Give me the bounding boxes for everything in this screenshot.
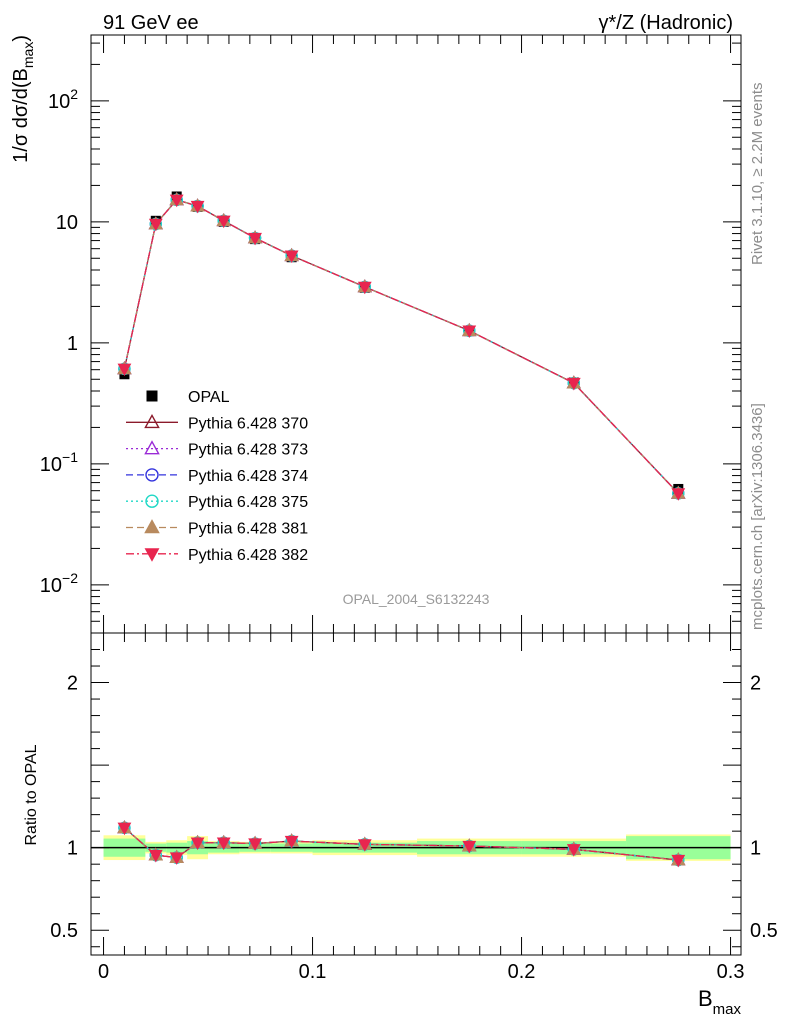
legend-marker-6 <box>144 548 160 562</box>
data-point-series-6 <box>190 200 205 214</box>
legend-marker-5 <box>144 519 160 534</box>
rivet-label: Rivet 3.1.10, ≥ 2.2M events <box>749 83 766 266</box>
data-point-series-6 <box>216 215 231 229</box>
ratio-point-series-6 <box>357 839 372 852</box>
ratio-point-series-6 <box>462 840 477 854</box>
legend-label-1: Pythia 6.428 370 <box>188 415 308 432</box>
legend-marker-3 <box>145 468 159 482</box>
ratio-y-axis-label: Ratio to OPAL <box>23 744 40 845</box>
legend-marker-0 <box>146 390 158 402</box>
data-point-series-6 <box>284 250 299 264</box>
ratio-point-series-6 <box>117 822 132 836</box>
legend-label-5: Pythia 6.428 381 <box>188 521 308 538</box>
main-y-tick-label: 102 <box>48 86 78 113</box>
ratio-point-series-6 <box>566 844 581 857</box>
ratio-y-tick-label: 0.5 <box>50 920 78 942</box>
legend-label-4: Pythia 6.428 375 <box>188 494 308 511</box>
legend: OPAL Pythia 6.428 370 Pythia 6.428 373 Pyth… <box>126 389 308 564</box>
main-y-tick-label: 1 <box>67 333 78 355</box>
plot-frames <box>90 34 742 956</box>
x-tick-label: 0.2 <box>508 961 536 983</box>
x-tick-label: 0.1 <box>299 961 327 983</box>
data-point-series-6 <box>248 232 262 246</box>
ratio-point-series-6 <box>248 838 262 851</box>
data-point-series-6 <box>671 488 686 501</box>
mcplots-label: mcplots.cern.ch [arXiv:1306.3436] <box>749 403 766 630</box>
legend-marker-4 <box>145 494 159 508</box>
ratio-point-series-6 <box>671 854 686 868</box>
ratio-point-series-6 <box>216 837 231 851</box>
analysis-watermark: OPAL_2004_S6132243 <box>343 591 490 607</box>
ratio-plot-frame <box>90 632 742 956</box>
header-right-label: γ*/Z (Hadronic) <box>599 12 733 34</box>
ratio-point-series-6 <box>190 837 205 851</box>
header-left-label: 91 GeV ee <box>103 12 199 34</box>
data-point-series-6 <box>462 325 477 339</box>
data-point-series-6 <box>566 377 581 391</box>
ratio-point-series-6 <box>148 849 163 863</box>
data-point-series-6 <box>148 218 163 232</box>
legend-marker-1 <box>144 413 160 429</box>
ratio-y-tick-label-right: 2 <box>750 673 761 695</box>
legend-label-0: OPAL <box>188 389 230 406</box>
ratio-point-series-6 <box>284 835 299 849</box>
main-y-tick-label: 10−1 <box>40 449 78 476</box>
legend-label-6: Pythia 6.428 382 <box>188 547 308 564</box>
ratio-y-tick-label: 2 <box>67 673 78 695</box>
ratio-point-series-6 <box>169 852 184 865</box>
main-y-tick-label: 10−2 <box>40 570 78 597</box>
data-point-series-6 <box>117 363 132 377</box>
ratio-y-tick-label-right: 1 <box>750 838 761 860</box>
tick-labels: 10−2 10−1 1 10 102 0.5 0.5 1 1 2 2 0 0.1 0.2 0.3 <box>40 86 778 983</box>
main-y-tick-label: 10 <box>56 212 78 234</box>
series-markers <box>117 191 686 501</box>
axis-ticks <box>91 35 741 955</box>
ratio-series <box>91 820 741 868</box>
x-tick-label: 0 <box>98 961 109 983</box>
data-point-series-6 <box>169 194 184 208</box>
legend-marker-2 <box>144 440 160 455</box>
data-point-series-6 <box>357 281 372 295</box>
ratio-y-tick-label-right: 0.5 <box>750 920 778 942</box>
legend-label-3: Pythia 6.428 374 <box>188 468 308 485</box>
legend-label-2: Pythia 6.428 373 <box>188 442 308 459</box>
ratio-y-tick-label: 1 <box>67 838 78 860</box>
x-tick-label: 0.3 <box>717 961 745 983</box>
